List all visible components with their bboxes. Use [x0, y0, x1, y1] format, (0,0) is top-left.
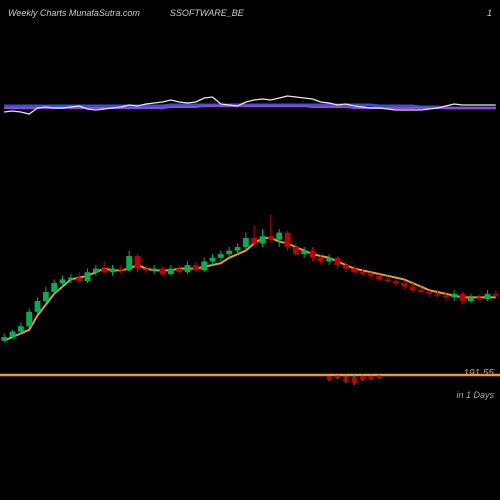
- header-source: Weekly Charts MunafaSutra.com: [8, 8, 140, 18]
- candlestick-pane: [0, 175, 500, 355]
- chart-header: Weekly Charts MunafaSutra.com SSOFTWARE_…: [8, 8, 492, 18]
- price-label: 191.55: [463, 368, 494, 379]
- days-label: in 1 Days: [456, 390, 494, 400]
- header-ticker: SSOFTWARE_BE: [170, 8, 244, 18]
- indicator-upper-pane: [0, 50, 500, 140]
- header-right: 1: [487, 8, 492, 18]
- indicator-lower-pane: [0, 365, 500, 425]
